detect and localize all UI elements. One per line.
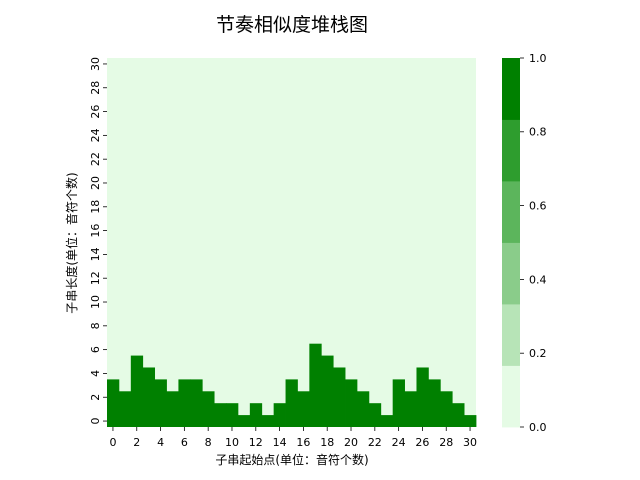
heatmap-column-4 — [154, 379, 167, 427]
y-tick-label: 18 — [89, 200, 102, 214]
heatmap-column-24 — [392, 379, 405, 427]
x-tick-label: 6 — [181, 436, 188, 449]
colorbar-segment — [502, 304, 520, 366]
heatmap-column-23 — [380, 415, 394, 427]
y-tick-label: 22 — [89, 152, 102, 166]
y-tick-label: 2 — [89, 394, 102, 401]
heatmap-column-0 — [107, 379, 120, 427]
heatmap-column-7 — [190, 379, 203, 427]
heatmap-column-29 — [452, 403, 465, 427]
x-axis-ticks: 0 2 4 6 8 10 12 14 16 18 20 22 24 26 28 30 — [109, 427, 477, 449]
heatmap-column-1 — [118, 391, 132, 427]
heatmap-column-3 — [142, 367, 156, 427]
heatmap-column-17 — [309, 343, 322, 427]
heatmap-column-25 — [404, 391, 417, 427]
y-tick-label: 16 — [89, 224, 102, 238]
heatmap-column-22 — [368, 403, 382, 427]
colorbar-tick-label: 0.4 — [529, 273, 547, 286]
x-tick-label: 30 — [463, 436, 477, 449]
colorbar — [502, 58, 520, 428]
colorbar-tick-label: 0.8 — [529, 126, 547, 139]
x-tick-label: 4 — [157, 436, 164, 449]
x-tick-label: 16 — [296, 436, 310, 449]
colorbar-segment — [502, 242, 520, 305]
heatmap-column-18 — [321, 355, 334, 427]
heatmap-column-6 — [178, 379, 191, 427]
heatmap-column-13 — [261, 415, 275, 427]
heatmap-column-19 — [333, 367, 346, 427]
y-tick-label: 26 — [89, 105, 102, 119]
colorbar-ticks: 0.0 0.2 0.4 0.6 0.8 1.0 — [520, 52, 547, 434]
colorbar-segment — [502, 365, 520, 428]
x-tick-label: 12 — [249, 436, 263, 449]
x-tick-label: 0 — [109, 436, 116, 449]
heatmap-column-5 — [166, 391, 179, 427]
colorbar-segment — [502, 119, 520, 182]
heatmap-column-21 — [356, 391, 370, 427]
y-tick-label: 10 — [89, 295, 102, 309]
heatmap-background — [107, 58, 476, 427]
colorbar-tick-label: 0.6 — [529, 199, 547, 212]
y-tick-label: 28 — [89, 81, 102, 95]
x-tick-label: 28 — [439, 436, 453, 449]
y-tick-label: 4 — [89, 370, 102, 377]
x-tick-label: 24 — [392, 436, 406, 449]
x-tick-label: 20 — [344, 436, 358, 449]
x-axis-label: 子串起始点(单位：音符个数) — [215, 452, 368, 467]
x-tick-label: 26 — [415, 436, 429, 449]
heatmap-column-2 — [130, 355, 144, 427]
x-tick-label: 14 — [273, 436, 287, 449]
y-tick-label: 14 — [89, 247, 102, 261]
heatmap-column-15 — [285, 379, 298, 427]
y-tick-label: 12 — [89, 271, 102, 285]
heatmap-column-28 — [440, 391, 453, 427]
x-tick-label: 10 — [225, 436, 239, 449]
x-tick-label: 22 — [368, 436, 382, 449]
colorbar-tick-label: 1.0 — [529, 52, 547, 65]
y-tick-label: 6 — [89, 346, 102, 353]
heatmap-column-10 — [226, 403, 239, 427]
x-tick-label: 18 — [320, 436, 334, 449]
y-tick-label: 24 — [89, 128, 102, 142]
colorbar-segment — [502, 58, 520, 120]
colorbar-tick-label: 0.0 — [529, 421, 547, 434]
y-tick-label: 8 — [89, 322, 102, 329]
heatmap-column-16 — [297, 391, 310, 427]
heatmap-column-14 — [273, 403, 286, 427]
colorbar-segment — [502, 181, 520, 243]
x-tick-label: 8 — [205, 436, 212, 449]
heatmap-column-9 — [214, 403, 227, 427]
y-tick-label: 20 — [89, 176, 102, 190]
y-tick-label: 30 — [89, 57, 102, 71]
x-tick-label: 2 — [133, 436, 140, 449]
chart-title: 节奏相似度堆栈图 — [216, 14, 368, 36]
heatmap-column-11 — [237, 415, 251, 427]
heatmap-column-30 — [464, 415, 477, 427]
y-tick-label: 0 — [89, 418, 102, 425]
heatmap-column-27 — [428, 379, 441, 427]
colorbar-tick-label: 0.2 — [529, 347, 547, 360]
heatmap-column-20 — [345, 379, 358, 427]
y-axis-label: 子串长度(单位：音符个数) — [64, 172, 79, 313]
heatmap-column-12 — [249, 403, 263, 427]
heatmap-column-8 — [202, 391, 215, 427]
heatmap-cells — [107, 343, 477, 427]
heatmap-column-26 — [416, 367, 429, 427]
